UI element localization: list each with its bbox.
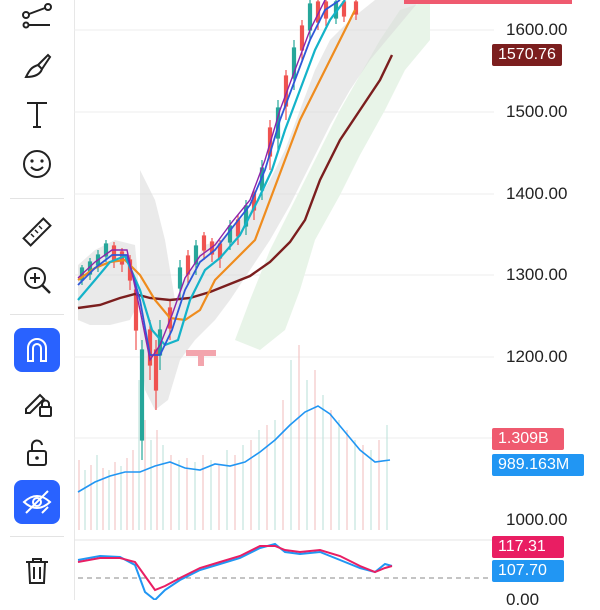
green-cloud [235,0,430,350]
ruler-tool-icon [22,217,52,247]
price-chart[interactable] [74,0,494,600]
trend-line-tool[interactable] [14,0,60,34]
toolbar-divider [10,536,64,537]
emoji-tool[interactable] [14,142,60,186]
macd-line [77,542,393,600]
volume-ma-value-tag: 989.163M [492,454,584,476]
drawing-toolbar [0,0,75,600]
magnet-tool-icon [27,338,47,362]
toolbar-divider [10,314,64,315]
volume-value-tag-red: 1.309B [492,428,564,450]
grey-band [140,0,420,410]
macd-signal-line [77,545,393,592]
ma-orange-line [77,9,356,322]
brush-tool-icon [24,53,52,79]
ma-value-tag: 1570.76 [492,44,562,66]
hide-drawings-icon [22,490,52,514]
volume-bars [78,345,388,530]
ma-blue-line [77,0,341,356]
zoom-tool-icon [24,267,51,294]
emoji-tool-icon [23,150,51,178]
ma-purple-line [77,0,326,362]
last-price-tag [404,0,572,4]
lock-drawing-icon [25,393,52,417]
zoom-tool[interactable] [14,258,60,302]
macd-value-tag-pink: 117.31 [492,536,564,558]
price-tick-label: 1600.00 [506,20,568,39]
grey-band-left [78,240,140,325]
ma-cyan-line [77,0,346,347]
delete-drawings-tool[interactable] [14,548,60,592]
unlock-icon [27,439,47,466]
macd-value-tag-blue: 107.70 [492,560,564,582]
trend-line-tool-icon [22,3,52,29]
lock-drawing-tool[interactable] [14,380,60,424]
ruler-tool[interactable] [14,210,60,254]
price-tick-label: 1200.00 [506,347,568,366]
price-tick-label: 1300.00 [506,265,568,284]
toolbar-divider [10,198,64,199]
magnet-tool[interactable] [14,328,60,372]
ma-dark-red-line [77,54,394,310]
brush-tool[interactable] [14,44,60,88]
volume-ma-line [77,405,391,493]
price-tick-label: 1000.00 [506,510,568,529]
trash-icon [26,558,48,584]
unlock-tool[interactable] [14,430,60,474]
text-tool[interactable] [14,92,60,136]
hide-drawings-tool[interactable] [14,480,60,524]
price-tick-label: 0.00 [506,590,540,609]
price-tick-label: 1500.00 [506,102,568,121]
price-tick-label: 1400.00 [506,184,568,203]
text-tool-icon [27,102,47,128]
